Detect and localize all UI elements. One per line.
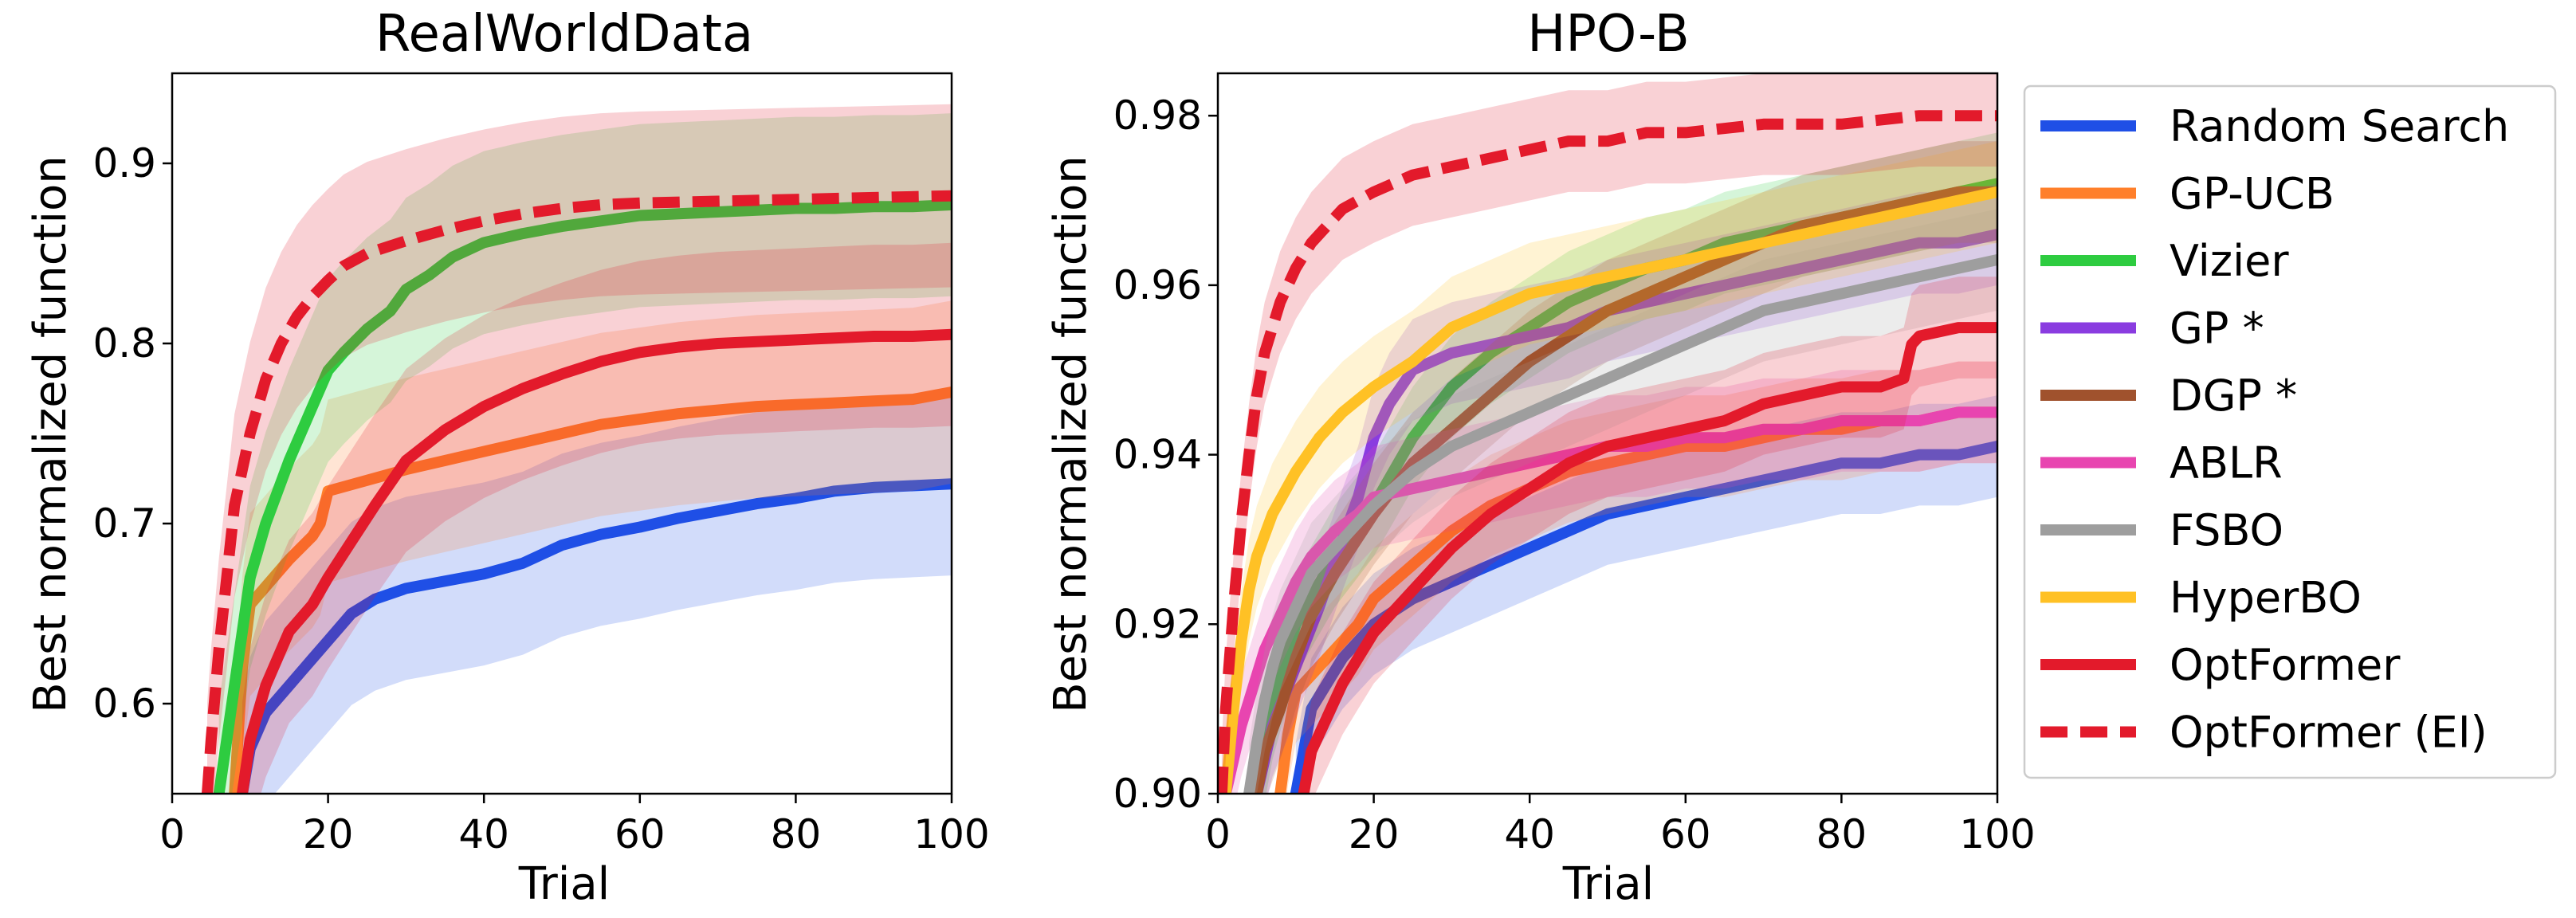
y-tick-label: 0.92 bbox=[1113, 601, 1202, 647]
series-band-optformer-ei-dashed bbox=[207, 104, 952, 794]
series-band-gp-ucb bbox=[234, 300, 952, 794]
chart-title: HPO-B bbox=[1527, 5, 1690, 64]
series-band-vizier bbox=[218, 113, 952, 794]
x-tick-label: 60 bbox=[615, 811, 666, 857]
series-line-gp-ucb bbox=[229, 386, 952, 794]
x-tick-label: 20 bbox=[303, 811, 354, 857]
y-tick-label: 0.94 bbox=[1113, 432, 1202, 478]
legend-label: Random Search bbox=[2170, 101, 2509, 151]
y-tick-label: 0.7 bbox=[92, 500, 156, 547]
x-tick-label: 0 bbox=[159, 811, 185, 857]
legend-label: OptFormer bbox=[2170, 640, 2401, 690]
series-band-optformer-ei-dashed bbox=[1221, 73, 1997, 794]
legend-label: OptFormer (EI) bbox=[2170, 708, 2488, 758]
series-line-optformer-ei-dashed bbox=[202, 190, 952, 794]
y-axis-label: Best normalized function bbox=[1045, 155, 1097, 713]
legend-label: FSBO bbox=[2170, 505, 2283, 555]
x-tick-label: 40 bbox=[1504, 811, 1555, 857]
legend-box bbox=[2023, 84, 2557, 779]
series-line-vizier bbox=[213, 199, 952, 794]
x-tick-label: 80 bbox=[1816, 811, 1867, 857]
series-group bbox=[1218, 73, 1997, 794]
legend-label: DGP * bbox=[2170, 371, 2297, 421]
legend-label: Vizier bbox=[2170, 236, 2289, 286]
series-line-random-search bbox=[1290, 441, 1997, 794]
x-axis-label: Trial bbox=[1562, 858, 1654, 910]
y-tick-label: 0.98 bbox=[1113, 92, 1202, 139]
series-line-hyperbo bbox=[1219, 186, 1997, 794]
series-line-optformer bbox=[1298, 322, 1997, 794]
x-tick-label: 100 bbox=[1959, 811, 2035, 857]
x-axis-label: Trial bbox=[518, 858, 610, 910]
legend: Random Search GP-UCB Vizier GP * DGP * ABLR FS… bbox=[2023, 84, 2557, 779]
y-tick-label: 0.8 bbox=[92, 320, 156, 367]
series-line-random-search bbox=[237, 478, 952, 794]
x-tick-label: 100 bbox=[913, 811, 989, 857]
series-line-optformer bbox=[237, 328, 952, 794]
legend-label: ABLR bbox=[2170, 438, 2283, 488]
series-band-optformer bbox=[1303, 277, 1997, 794]
series-band-gp-ucb bbox=[1280, 361, 1997, 794]
legend-label: HyperBO bbox=[2170, 573, 2362, 623]
series-band-fsbo bbox=[1249, 209, 1997, 794]
series-band-optformer bbox=[242, 242, 952, 794]
y-tick-label: 0.90 bbox=[1113, 771, 1202, 817]
series-band-random-search bbox=[242, 392, 952, 794]
legend-label: GP * bbox=[2170, 304, 2264, 354]
y-axis-label: Best normalized function bbox=[25, 155, 77, 713]
x-tick-label: 40 bbox=[458, 811, 509, 857]
series-line-dgp bbox=[1251, 186, 1997, 794]
x-tick-label: 60 bbox=[1660, 811, 1711, 857]
y-tick-label: 0.9 bbox=[92, 140, 156, 186]
legend-label: GP-UCB bbox=[2170, 169, 2334, 219]
x-tick-label: 80 bbox=[771, 811, 822, 857]
x-tick-label: 0 bbox=[1205, 811, 1231, 857]
x-tick-label: 20 bbox=[1349, 811, 1400, 857]
y-tick-label: 0.96 bbox=[1113, 262, 1202, 308]
series-band-random-search bbox=[1295, 395, 1997, 794]
chart-panel-hpo-b: HPO-B Best normalized function Trial 0 20… bbox=[1045, 5, 2036, 910]
series-line-ablr bbox=[1219, 406, 1997, 794]
series-group bbox=[202, 104, 952, 794]
chart-panel-realworlddata: RealWorldData Best normalized function T… bbox=[25, 5, 990, 910]
y-tick-label: 0.6 bbox=[92, 681, 156, 727]
series-line-fsbo bbox=[1243, 254, 1997, 794]
plot-frame bbox=[171, 72, 953, 795]
plot-frame bbox=[1216, 72, 1999, 795]
series-line-optformer-ei-dashed bbox=[1218, 110, 1997, 794]
chart-title: RealWorldData bbox=[375, 5, 753, 64]
